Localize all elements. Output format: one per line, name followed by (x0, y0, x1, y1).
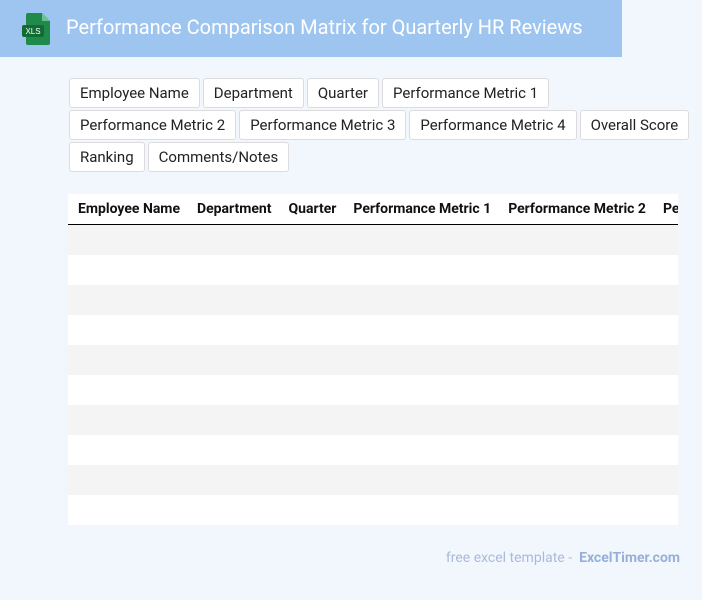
column-header: Performance Metric 1 (353, 201, 492, 217)
icon-label: XLS (25, 27, 40, 36)
column-tag[interactable]: Comments/Notes (147, 142, 290, 172)
table-row (68, 435, 678, 465)
column-tag[interactable]: Overall Score (579, 110, 690, 140)
column-tag[interactable]: Performance Metric 4 (409, 110, 577, 140)
footer-link[interactable]: ExcelTimer.com (579, 550, 680, 566)
footer-text: free excel template - (445, 550, 573, 566)
column-tag[interactable]: Performance Metric 3 (239, 110, 407, 140)
header-bar: XLS Performance Comparison Matrix for Qu… (0, 0, 622, 57)
column-tag[interactable]: Ranking (69, 142, 145, 172)
column-header: Department (197, 201, 272, 217)
table-body (68, 225, 678, 525)
file-icon: XLS (22, 13, 50, 45)
column-header: Quarter (288, 201, 337, 217)
table: Employee Name Department Quarter Performanc… (68, 194, 678, 525)
tag-list: Employee Name Department Quarter Performanc… (69, 78, 694, 172)
page-title: Performance Comparison Matrix for Quarte… (66, 15, 583, 39)
table-row (68, 465, 678, 495)
table-row (68, 495, 678, 525)
table-header: Employee Name Department Quarter Performanc… (68, 194, 678, 225)
column-header: Performance Metric 2 (508, 201, 646, 217)
column-header: Performance Metric 3 (662, 201, 678, 217)
footer: free excel template - ExcelTimer.com (446, 550, 680, 566)
table-row (68, 255, 678, 285)
column-tag[interactable]: Performance Metric 2 (69, 110, 237, 140)
table-row (68, 285, 678, 315)
table-row (68, 375, 678, 405)
column-tag[interactable]: Department (202, 78, 304, 108)
table-row (68, 225, 678, 255)
column-tag[interactable]: Quarter (306, 78, 379, 108)
column-tag[interactable]: Employee Name (69, 78, 200, 108)
table-row (68, 405, 678, 435)
column-tag[interactable]: Performance Metric 1 (382, 78, 550, 108)
column-header: Employee Name (78, 201, 180, 217)
table-row (68, 345, 678, 375)
table-row (68, 315, 678, 345)
